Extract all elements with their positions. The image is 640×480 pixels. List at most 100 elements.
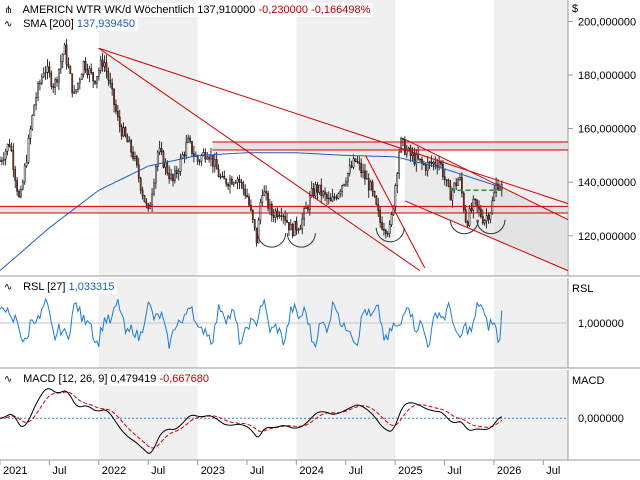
candle-down — [434, 161, 437, 166]
candle-down — [14, 169, 17, 181]
candle-down — [413, 153, 416, 165]
macd-label: MACD [12, 26, 9] — [23, 373, 108, 385]
candle-down — [307, 207, 309, 210]
candle-down — [12, 150, 15, 170]
candle-up — [331, 196, 334, 202]
candle-up — [99, 59, 102, 71]
candle-down — [172, 174, 174, 182]
axis-labels: $ 200,000000 180,000000 160,000000 140,0… — [3, 3, 636, 477]
candle-down — [126, 135, 129, 143]
candle-up — [219, 176, 222, 178]
candle-down — [265, 191, 267, 194]
candle-up — [297, 229, 300, 231]
candle-down — [225, 178, 228, 185]
bottom-arcs — [257, 219, 506, 248]
candle-up — [21, 181, 24, 190]
candle-down — [130, 140, 133, 153]
macd-axis-label: MACD — [572, 375, 604, 387]
candle-down — [193, 153, 195, 157]
price-tick-label: 200,000000 — [578, 16, 636, 28]
bottom-arc — [257, 233, 287, 248]
candle-up — [314, 184, 317, 197]
candle-up — [170, 174, 172, 180]
price-tick-label: 160,000000 — [578, 124, 636, 136]
candle-up — [181, 154, 184, 159]
candle-up — [78, 79, 81, 84]
candle-down — [92, 72, 94, 82]
zone-lower-zone — [0, 206, 568, 214]
candle-down — [476, 199, 478, 207]
candle-up — [305, 207, 307, 209]
change-absolute: -0,230000 — [258, 4, 309, 16]
candle-down — [284, 215, 286, 221]
candle-up — [362, 170, 364, 173]
candle-down — [175, 170, 178, 175]
x-tick-label: 2026 — [497, 465, 521, 477]
candle-up — [151, 193, 153, 206]
candle-down — [0, 160, 1, 162]
candle-down — [10, 146, 13, 151]
line-chart-icon: ∿ — [4, 19, 13, 30]
x-tick-label: 2024 — [299, 465, 323, 477]
sma-line — [0, 152, 502, 271]
candle-down — [419, 158, 421, 161]
candle-down — [90, 68, 93, 73]
candle-up — [390, 214, 393, 225]
trendlines — [0, 47, 569, 272]
candle-up — [200, 155, 203, 162]
candle-down — [333, 196, 336, 198]
candle-down — [115, 104, 117, 112]
candle-down — [402, 138, 404, 140]
rsl-series — [0, 297, 503, 349]
macd-lines — [0, 388, 568, 454]
candle-up — [229, 178, 231, 187]
candle-up — [96, 76, 98, 84]
candle-down — [238, 178, 241, 183]
candle-up — [232, 182, 235, 185]
panel-frames — [0, 0, 640, 465]
candle-down — [320, 184, 323, 196]
candle-up — [489, 212, 492, 220]
candle-up — [345, 181, 347, 185]
candle-up — [75, 89, 77, 93]
candle-up — [432, 161, 435, 164]
candle-down — [329, 197, 332, 202]
candle-up — [236, 178, 239, 183]
candle-down — [124, 127, 127, 137]
candle-down — [316, 184, 319, 193]
candle-up — [366, 178, 368, 180]
candle-down — [217, 168, 220, 178]
candle-down — [466, 221, 469, 226]
candle-down — [442, 163, 444, 178]
candle-down — [244, 188, 247, 196]
candle-down — [350, 165, 353, 168]
candle-up — [25, 161, 28, 167]
trendline-breakdown — [365, 155, 426, 269]
candle-up — [80, 74, 83, 81]
candle-down — [445, 179, 448, 181]
candle-up — [348, 165, 351, 174]
candle-down — [464, 209, 467, 223]
candle-down — [160, 148, 163, 152]
candle-up — [394, 185, 397, 207]
candle-down — [117, 111, 119, 118]
candle-down — [326, 194, 328, 199]
rsl-tick-label: 1,000000 — [578, 318, 624, 330]
candle-down — [86, 69, 89, 76]
bottom-arc — [476, 219, 506, 235]
candle-down — [227, 183, 229, 187]
x-tick-label: Jul — [52, 465, 66, 477]
macd-legend: ∿ MACD [12, 26, 9] 0,479419 -0,667680 — [4, 372, 212, 386]
candle-down — [111, 83, 113, 90]
candle-down — [272, 215, 275, 218]
candle-down — [143, 195, 146, 203]
candle-up — [388, 224, 391, 234]
candle-up — [158, 148, 161, 153]
candle-up — [61, 54, 64, 62]
candle-up — [37, 83, 39, 98]
currency-label: $ — [572, 3, 578, 15]
candle-up — [2, 158, 5, 161]
rsl-line — [0, 297, 568, 349]
change-percent: -0,166498% — [311, 4, 371, 16]
candle-down — [461, 177, 463, 194]
